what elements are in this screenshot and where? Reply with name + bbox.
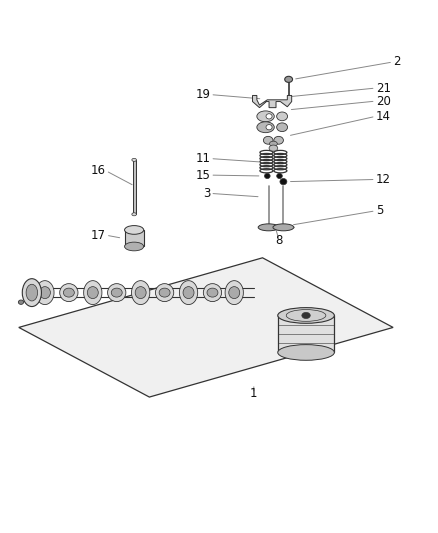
Ellipse shape (60, 284, 78, 302)
Ellipse shape (257, 111, 274, 122)
Ellipse shape (229, 287, 240, 298)
Text: 5: 5 (376, 204, 383, 217)
Ellipse shape (18, 300, 24, 304)
Ellipse shape (265, 173, 270, 179)
Ellipse shape (274, 136, 283, 144)
Ellipse shape (278, 345, 334, 360)
Ellipse shape (84, 281, 102, 304)
Text: 19: 19 (195, 88, 210, 101)
Ellipse shape (124, 225, 144, 235)
Text: 18: 18 (21, 286, 36, 299)
Ellipse shape (159, 288, 170, 297)
Ellipse shape (269, 145, 278, 151)
Ellipse shape (36, 281, 54, 304)
Ellipse shape (39, 287, 50, 298)
Ellipse shape (258, 224, 279, 231)
Ellipse shape (257, 122, 274, 133)
Text: 11: 11 (195, 152, 210, 165)
Ellipse shape (269, 141, 277, 147)
Ellipse shape (131, 281, 150, 304)
Ellipse shape (111, 288, 122, 297)
Ellipse shape (277, 173, 283, 179)
Ellipse shape (22, 279, 42, 306)
Ellipse shape (183, 287, 194, 298)
Ellipse shape (266, 114, 272, 119)
Ellipse shape (132, 213, 136, 216)
Ellipse shape (203, 284, 222, 302)
FancyBboxPatch shape (278, 316, 334, 352)
Text: 17: 17 (91, 229, 106, 241)
Ellipse shape (26, 284, 38, 301)
Ellipse shape (155, 284, 174, 302)
Text: 1: 1 (250, 387, 258, 400)
Ellipse shape (225, 281, 244, 304)
Ellipse shape (132, 158, 136, 161)
Ellipse shape (277, 123, 288, 132)
Text: 15: 15 (195, 168, 210, 182)
Polygon shape (19, 258, 393, 397)
Ellipse shape (266, 125, 272, 130)
Text: 12: 12 (376, 173, 391, 186)
Ellipse shape (64, 288, 74, 297)
Text: 21: 21 (376, 82, 391, 94)
Text: 8: 8 (276, 234, 283, 247)
Ellipse shape (108, 284, 126, 302)
Ellipse shape (135, 287, 146, 298)
Text: 14: 14 (376, 110, 391, 123)
Text: 16: 16 (91, 164, 106, 177)
Ellipse shape (302, 312, 310, 319)
Text: 2: 2 (393, 55, 401, 68)
Ellipse shape (124, 242, 144, 251)
Ellipse shape (285, 76, 293, 83)
Text: 20: 20 (376, 95, 391, 108)
Polygon shape (253, 95, 292, 108)
Text: 3: 3 (203, 187, 210, 200)
Ellipse shape (277, 112, 288, 120)
Ellipse shape (87, 287, 98, 298)
Ellipse shape (207, 288, 218, 297)
Ellipse shape (278, 308, 334, 324)
Ellipse shape (263, 136, 273, 144)
FancyBboxPatch shape (124, 230, 144, 246)
Ellipse shape (280, 179, 287, 185)
Ellipse shape (273, 224, 294, 231)
FancyBboxPatch shape (133, 160, 136, 214)
Ellipse shape (180, 281, 198, 304)
